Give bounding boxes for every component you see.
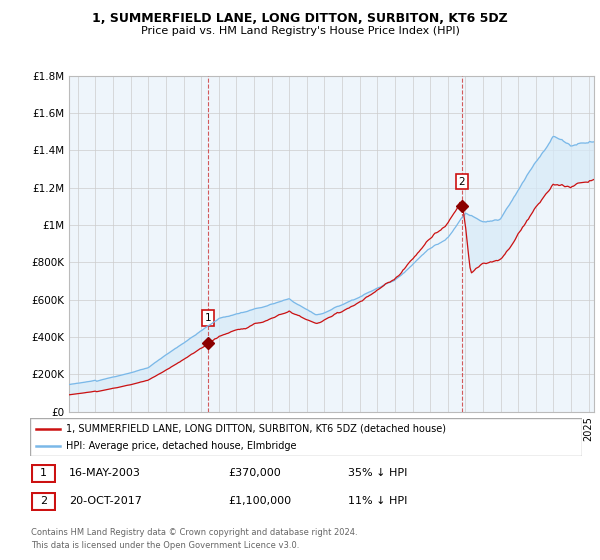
Text: This data is licensed under the Open Government Licence v3.0.: This data is licensed under the Open Gov… — [31, 541, 299, 550]
FancyBboxPatch shape — [30, 418, 582, 456]
Text: 1: 1 — [40, 469, 47, 478]
Text: HPI: Average price, detached house, Elmbridge: HPI: Average price, detached house, Elmb… — [66, 441, 296, 451]
FancyBboxPatch shape — [30, 418, 582, 456]
Text: 1: 1 — [205, 313, 211, 323]
Text: 16-MAY-2003: 16-MAY-2003 — [69, 468, 141, 478]
Text: 1, SUMMERFIELD LANE, LONG DITTON, SURBITON, KT6 5DZ: 1, SUMMERFIELD LANE, LONG DITTON, SURBIT… — [92, 12, 508, 25]
Text: Contains HM Land Registry data © Crown copyright and database right 2024.: Contains HM Land Registry data © Crown c… — [31, 528, 358, 536]
Text: 11% ↓ HPI: 11% ↓ HPI — [348, 496, 407, 506]
FancyBboxPatch shape — [32, 465, 55, 482]
FancyBboxPatch shape — [30, 418, 582, 456]
FancyBboxPatch shape — [32, 493, 55, 510]
FancyBboxPatch shape — [30, 418, 582, 456]
Text: £370,000: £370,000 — [228, 468, 281, 478]
Text: 2: 2 — [458, 176, 465, 186]
Text: Price paid vs. HM Land Registry's House Price Index (HPI): Price paid vs. HM Land Registry's House … — [140, 26, 460, 36]
Text: £1,100,000: £1,100,000 — [228, 496, 291, 506]
Text: 35% ↓ HPI: 35% ↓ HPI — [348, 468, 407, 478]
Text: 20-OCT-2017: 20-OCT-2017 — [69, 496, 142, 506]
Text: 1, SUMMERFIELD LANE, LONG DITTON, SURBITON, KT6 5DZ (detached house): 1, SUMMERFIELD LANE, LONG DITTON, SURBIT… — [66, 423, 446, 433]
Text: 2: 2 — [40, 497, 47, 506]
